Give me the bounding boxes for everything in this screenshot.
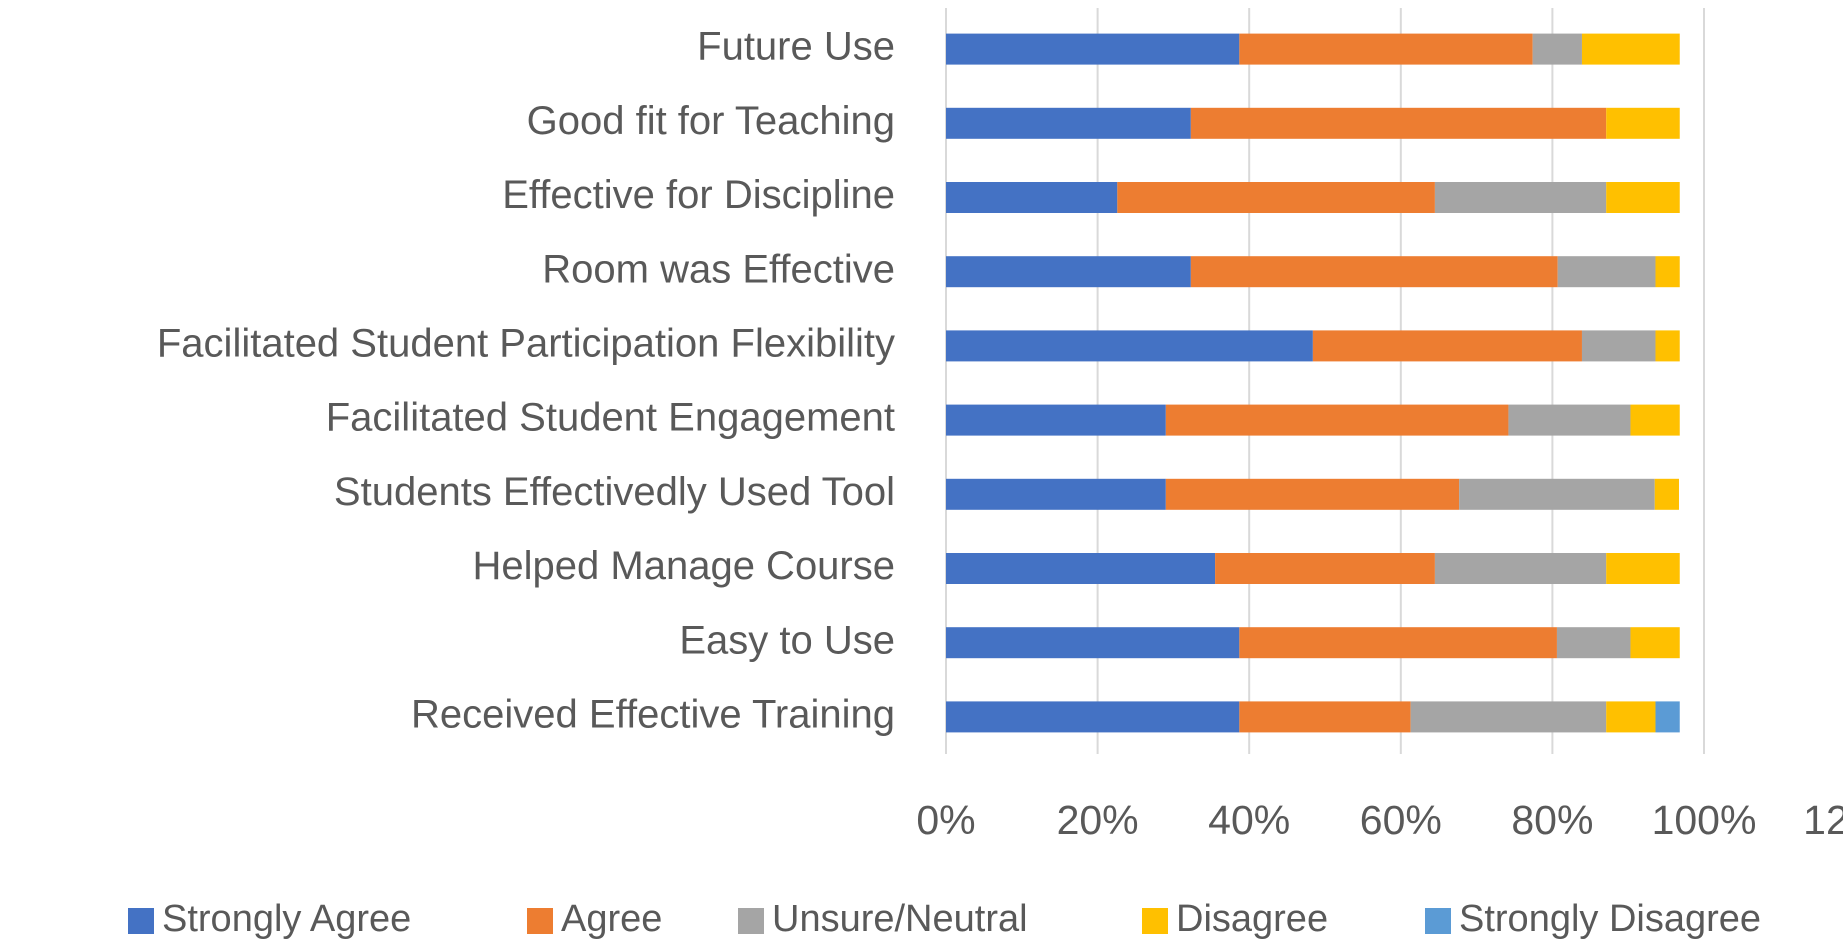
y-tick-label: Good fit for Teaching [527,99,895,143]
bar-segment [946,478,1166,510]
bar-segment [1459,478,1655,510]
x-tick-label: 120% [1803,797,1843,843]
bar-segment [1557,256,1656,288]
legend-label: Strongly Agree [162,898,411,940]
bar-segment [1606,182,1680,213]
bar-segment [946,404,1166,436]
bar-segment [1239,627,1557,659]
y-tick-label: Room was Effective [542,247,895,291]
bar-segment [1508,404,1631,436]
bar-segment [1117,182,1435,213]
bar-segment [1165,404,1509,436]
bar-segment [1556,627,1631,659]
bar-segment [1239,33,1533,65]
x-tick-label: 80% [1511,797,1593,843]
bar-segment [1532,33,1582,65]
legend-swatch [1425,908,1451,934]
y-tick-label: Facilitated Student Engagement [326,396,895,440]
bar-segment [1312,330,1582,362]
bar-segment [946,330,1313,362]
bar-segment [1630,627,1680,659]
bar-segment [946,627,1240,659]
x-tick-label: 60% [1360,797,1442,843]
legend-swatch [1142,908,1168,934]
y-tick-label: Received Effective Training [411,692,895,736]
bar-segment [946,256,1191,288]
bar-segment [1581,330,1656,362]
y-tick-label: Helped Manage Course [473,544,895,588]
legend-swatch [128,908,154,934]
legend-label: Strongly Disagree [1459,898,1761,940]
bar-segment [1239,701,1411,733]
y-tick-label: Effective for Discipline [502,173,895,217]
bar-segment [1190,256,1558,288]
legend-swatch [527,908,553,934]
bar-segment [946,182,1118,213]
legend-label: Disagree [1176,898,1328,940]
bar-segment [1434,553,1607,584]
bar-segment [1606,553,1680,584]
bar-segment [1654,478,1679,510]
y-tick-label: Facilitated Student Participation Flexib… [157,321,895,365]
x-tick-label: 20% [1057,797,1139,843]
x-tick-label: 100% [1652,797,1757,843]
bar-segment [946,107,1191,139]
y-tick-label: Future Use [697,25,895,69]
bar-segment [1581,33,1680,65]
bar-segment [1630,404,1680,436]
bar-segment [946,553,1216,584]
bar-segment [1655,701,1680,733]
legend-label: Agree [561,898,662,940]
x-tick-label: 0% [916,797,975,843]
bar-segment [1165,478,1460,510]
bar-segment [1606,701,1656,733]
bar-segment [1655,330,1680,362]
bar-segment [1606,107,1680,139]
bar-segment [1655,256,1680,288]
bar-segment [1434,182,1607,213]
x-tick-label: 40% [1208,797,1290,843]
bar-segment [1410,701,1607,733]
y-tick-label: Students Effectivedly Used Tool [334,470,895,514]
bar-segment [946,701,1240,733]
bar-segment [946,33,1240,65]
bar-segment [1215,553,1435,584]
bar-segment [1190,107,1607,139]
y-tick-label: Easy to Use [679,618,895,662]
legend-swatch [738,908,764,934]
legend-label: Unsure/Neutral [772,898,1028,940]
